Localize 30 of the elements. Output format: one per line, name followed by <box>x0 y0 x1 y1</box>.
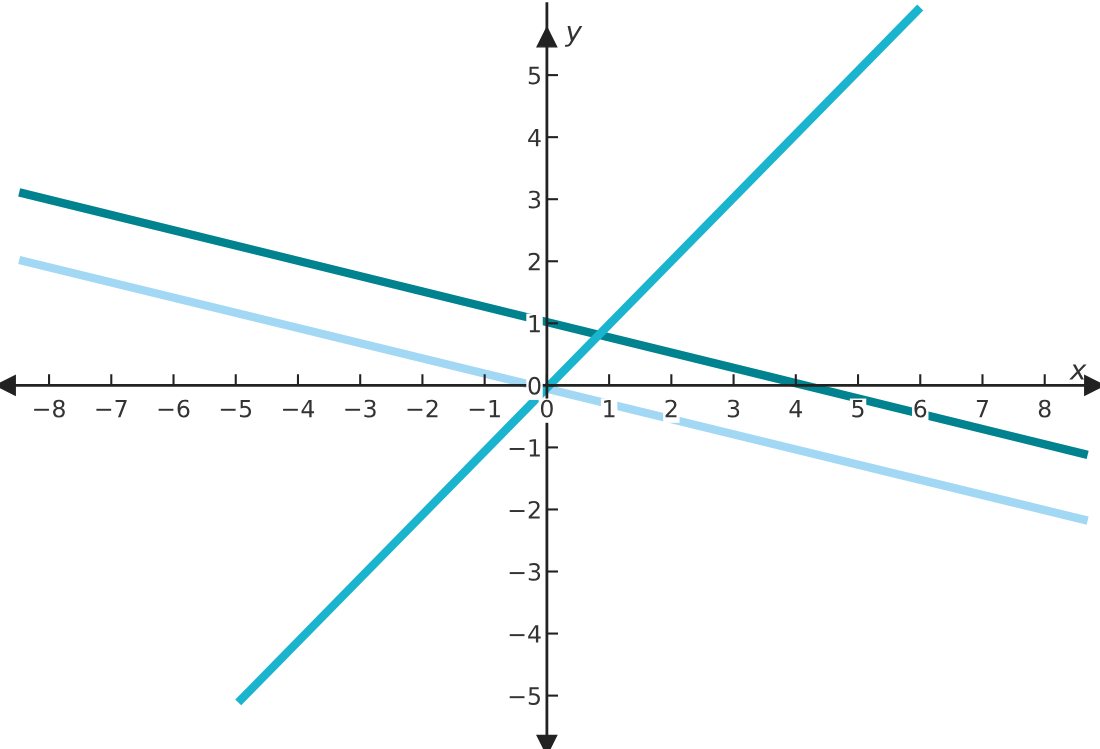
x-tick-label: −6 <box>158 399 190 418</box>
x-tick-label: −5 <box>220 399 252 418</box>
x-tick-label: −8 <box>34 399 65 418</box>
y-tick-label: 4 <box>528 128 541 147</box>
y-axis-title: y <box>564 25 583 47</box>
x-tick-label: −1 <box>469 399 500 418</box>
x-tick-label: −2 <box>407 399 438 418</box>
x-tick-label: 5 <box>852 399 864 418</box>
x-tick-label: 0 <box>540 399 553 418</box>
y-tick-label: −3 <box>509 562 541 581</box>
y-tick-label: −2 <box>509 500 540 519</box>
x-tick-label: 8 <box>1038 399 1051 418</box>
x-axis-title: x <box>1069 364 1087 380</box>
x-tick-label: −4 <box>283 399 315 418</box>
x-tick-label: −7 <box>96 399 127 418</box>
x-tick-label: 7 <box>976 399 988 418</box>
y-tick-label: 3 <box>528 190 541 209</box>
x-tick-label: −3 <box>345 399 376 418</box>
x-tick-label: 4 <box>789 399 802 418</box>
x-tick-label: 2 <box>665 399 677 418</box>
x-tick-label: 6 <box>914 399 927 418</box>
x-tick-label: 1 <box>604 399 615 418</box>
y-tick-label: −4 <box>509 625 541 643</box>
y-tick-label: 5 <box>528 66 540 85</box>
y-tick-label: −1 <box>509 439 540 457</box>
y-tick-label: 1 <box>529 315 540 333</box>
y-tick-label: 0 <box>528 376 541 395</box>
y-tick-label: −5 <box>509 687 540 705</box>
x-tick-label: 3 <box>727 399 740 418</box>
y-tick-label: 2 <box>528 252 540 271</box>
